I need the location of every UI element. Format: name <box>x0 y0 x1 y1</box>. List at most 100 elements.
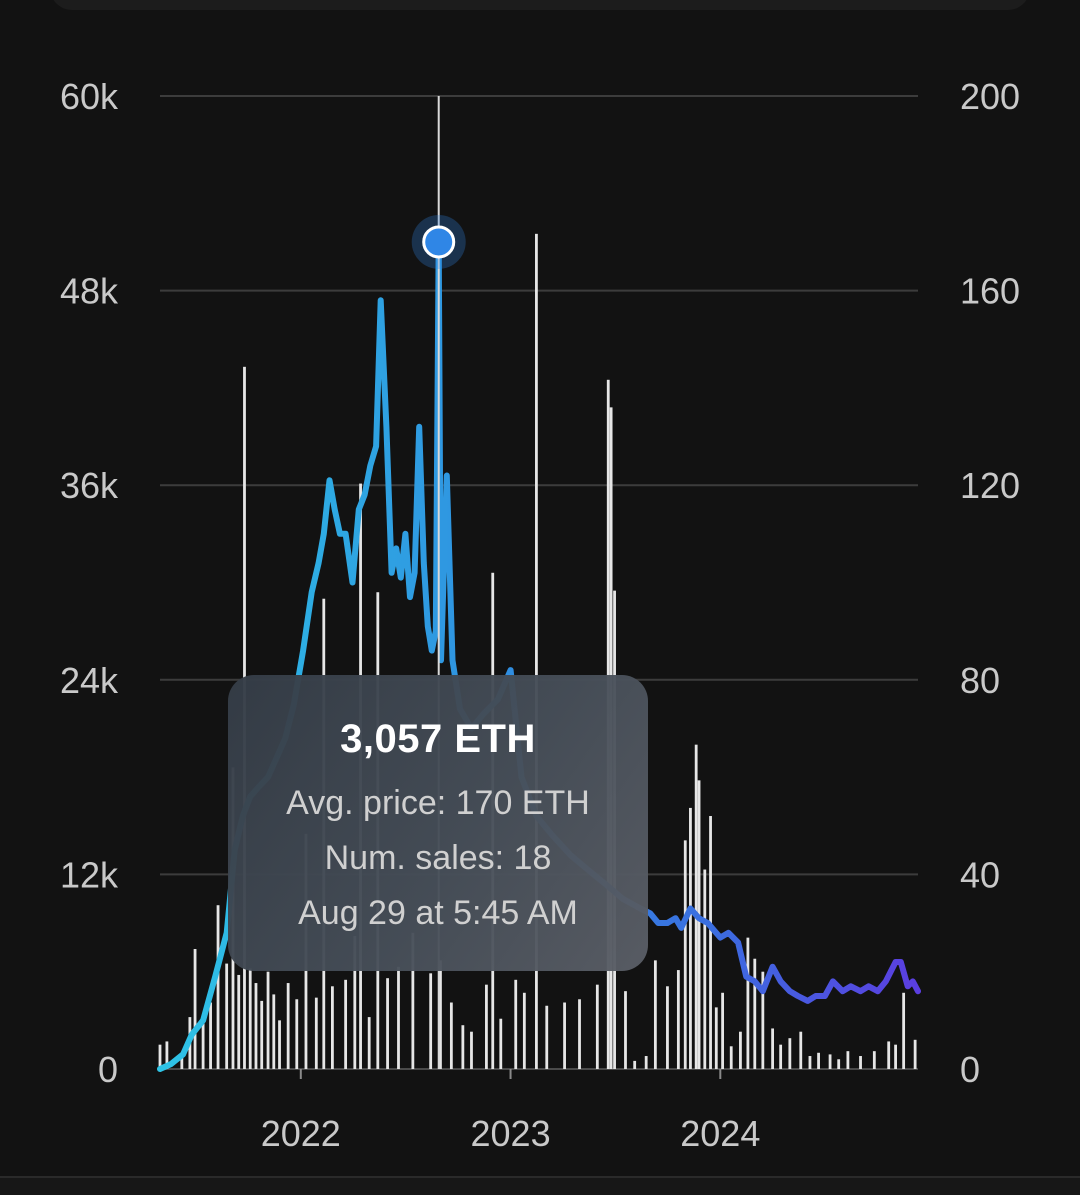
y-right-tick-label: 200 <box>960 76 1020 117</box>
volume-bar <box>624 991 627 1069</box>
volume-bar <box>295 999 299 1069</box>
tooltip-timestamp: Aug 29 at 5:45 AM <box>298 894 578 932</box>
volume-bar <box>683 840 687 1069</box>
y-left-tick-label: 60k <box>60 76 119 117</box>
volume-bar <box>439 960 442 1069</box>
volume-bar <box>837 1059 841 1069</box>
volume-bar <box>278 1020 281 1069</box>
volume-bar <box>314 997 318 1069</box>
volume-bar <box>721 992 725 1069</box>
volume-bar <box>545 1005 549 1069</box>
volume-bar <box>470 1031 473 1069</box>
volume-bar <box>485 984 488 1069</box>
volume-bar <box>411 932 415 1069</box>
y-right-tick-label: 160 <box>960 271 1020 312</box>
axis-labels: 0 0 12k 40 24k 80 36k 120 48k 160 60k 200 2022 2023 20… <box>60 76 1020 1154</box>
volume-bar <box>461 1025 465 1069</box>
volume-bar <box>209 1002 212 1069</box>
volume-bar <box>872 1051 876 1069</box>
volume-bar <box>666 986 669 1069</box>
volume-bar <box>771 1028 775 1069</box>
volume-bar <box>808 1056 812 1069</box>
volume-bar <box>746 937 750 1069</box>
volume-bar <box>260 1000 264 1069</box>
volume-bar <box>514 979 518 1069</box>
x-tick-label: 2024 <box>680 1113 760 1154</box>
volume-bar <box>697 780 701 1069</box>
tooltip-avg-price: Avg. price: 170 ETH <box>286 784 590 822</box>
x-tick-label: 2022 <box>261 1113 341 1154</box>
volume-bar <box>449 1002 453 1069</box>
volume-bar <box>344 979 348 1069</box>
volume-bar <box>237 974 241 1069</box>
tooltip-card: 3,057 ETH Avg. price: 170 ETH Num. sales… <box>228 675 648 971</box>
volume-bar <box>633 1060 637 1069</box>
volume-bar <box>158 1044 162 1069</box>
bottom-divider <box>0 1176 1080 1195</box>
volume-bar <box>386 978 389 1069</box>
y-left-tick-label: 48k <box>60 271 119 312</box>
volume-bar <box>894 1044 897 1069</box>
volume-bar <box>367 1017 371 1069</box>
volume-bar <box>653 960 657 1069</box>
volume-bar <box>193 948 197 1069</box>
volume-bar <box>165 1041 169 1069</box>
volume-bar <box>703 869 707 1069</box>
y-right-tick-label: 80 <box>960 660 1000 701</box>
volume-bar <box>180 1056 184 1069</box>
volume-bar <box>429 973 433 1069</box>
volume-bar <box>676 970 680 1069</box>
x-tick-label: 2023 <box>471 1113 551 1154</box>
volume-bar <box>286 983 290 1069</box>
volume-bar <box>694 744 698 1069</box>
volume-bar <box>248 968 252 1069</box>
volume-bar <box>714 1007 718 1069</box>
y-left-tick-label: 12k <box>60 854 119 895</box>
tooltip-num-sales: Num. sales: 18 <box>324 839 552 877</box>
y-right-tick-label: 0 <box>960 1049 980 1090</box>
volume-bar <box>788 1038 792 1069</box>
volume-bar <box>887 1041 891 1069</box>
volume-bar <box>753 958 757 1069</box>
tooltip-volume: 3,057 ETH <box>340 717 536 761</box>
volume-bar <box>644 1056 648 1069</box>
volume-bar <box>799 1031 803 1069</box>
volume-bar <box>859 1056 862 1069</box>
volume-bar <box>578 999 581 1069</box>
volume-bar <box>225 963 229 1069</box>
y-right-tick-label: 120 <box>960 465 1020 506</box>
volume-bar <box>689 807 692 1069</box>
volume-bar <box>761 971 765 1069</box>
y-right-tick-label: 40 <box>960 854 1000 895</box>
volume-bar <box>216 905 220 1069</box>
highlight-point <box>422 225 456 259</box>
volume-bar <box>266 971 270 1069</box>
volume-bar <box>397 966 400 1069</box>
volume-bar <box>709 816 712 1069</box>
y-left-tick-label: 36k <box>60 465 119 506</box>
volume-bar <box>499 1018 503 1069</box>
volume-bar <box>201 1020 205 1069</box>
volume-bar <box>331 986 334 1069</box>
volume-bar <box>817 1052 820 1069</box>
volume-bar <box>779 1044 783 1069</box>
y-left-tick-label: 24k <box>60 660 119 701</box>
volume-bar <box>729 1046 733 1069</box>
volume-bar <box>595 984 599 1069</box>
volume-bar <box>522 992 526 1069</box>
volume-bar <box>913 1039 917 1069</box>
volume-bar <box>902 992 906 1069</box>
volume-bar <box>272 994 276 1069</box>
volume-bar <box>739 1031 742 1069</box>
hover-indicator <box>411 96 466 1069</box>
volume-bar <box>535 233 538 1069</box>
y-left-tick-label: 0 <box>98 1049 118 1090</box>
volume-bar <box>846 1051 850 1069</box>
volume-bar <box>254 983 258 1069</box>
volume-bar <box>563 1002 566 1069</box>
top-card-edge <box>50 0 1030 10</box>
volume-bar <box>353 936 357 1069</box>
volume-bar <box>828 1054 832 1069</box>
